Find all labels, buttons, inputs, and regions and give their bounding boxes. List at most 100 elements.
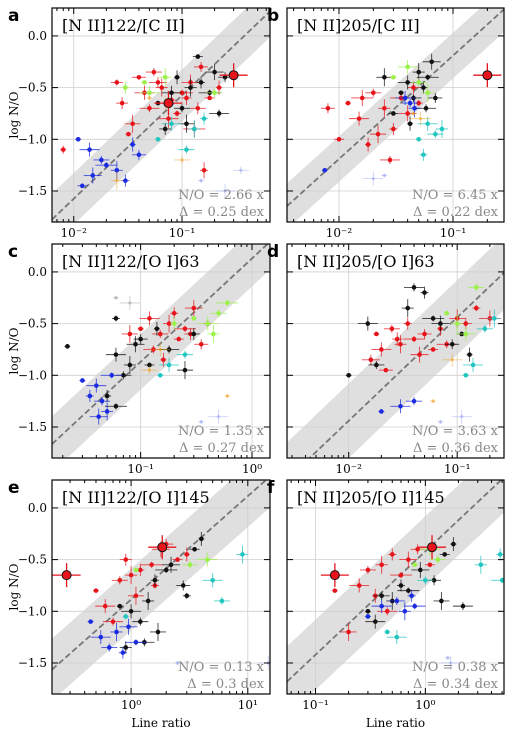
- data-point: [60, 147, 66, 152]
- data-point: [216, 415, 221, 419]
- data-point: [199, 420, 203, 424]
- data-point: [205, 321, 211, 326]
- data-point: [171, 321, 177, 326]
- data-point: [425, 90, 431, 96]
- data-points: [320, 535, 504, 670]
- data-point: [375, 131, 381, 137]
- data-point: [184, 147, 189, 152]
- data-point: [216, 111, 222, 116]
- data-point: [123, 178, 128, 183]
- data-point: [126, 624, 131, 630]
- y-tick-label: −0.5: [18, 553, 47, 567]
- data-point: [382, 173, 386, 178]
- data-point: [123, 645, 129, 650]
- data-point: [182, 367, 188, 373]
- panel-title: [N II]122/[O I]63: [62, 252, 200, 271]
- data-point: [430, 316, 436, 321]
- data-point: [152, 577, 158, 583]
- y-tick-label: −1.0: [18, 132, 47, 146]
- data-point: [114, 168, 120, 173]
- data-point: [412, 562, 418, 568]
- data-point: [402, 95, 408, 101]
- data-point: [374, 331, 379, 337]
- data-point: [128, 608, 134, 614]
- data-point: [407, 100, 413, 106]
- fit-line: [287, 480, 503, 683]
- data-point: [463, 321, 469, 326]
- data-point: [130, 121, 135, 127]
- fit-label: N/O = 0.38 x: [412, 660, 499, 675]
- axes-frame: [51, 243, 271, 459]
- data-point: [383, 367, 389, 373]
- data-point: [492, 316, 497, 321]
- delta-label: Δ = 0.25 dex: [179, 205, 265, 220]
- data-point: [356, 116, 362, 121]
- data-point: [155, 629, 161, 635]
- data-point: [431, 577, 437, 583]
- data-point: [356, 583, 362, 588]
- data-point: [113, 316, 119, 321]
- data-point: [149, 562, 154, 568]
- data-point: [379, 593, 384, 599]
- data-point: [162, 74, 168, 80]
- data-point: [384, 629, 390, 635]
- data-point: [158, 347, 162, 352]
- data-point: [371, 90, 376, 96]
- data-point: [449, 341, 455, 347]
- data-point: [142, 80, 147, 85]
- data-point: [467, 352, 472, 357]
- data-point: [113, 352, 119, 357]
- data-point: [431, 399, 435, 403]
- data-point: [240, 552, 245, 557]
- y-tick-label: −1.5: [18, 184, 47, 198]
- data-point: [463, 372, 469, 378]
- data-point: [398, 404, 403, 409]
- data-point: [365, 567, 371, 573]
- panel-title: [N II]122/[C II]: [62, 16, 185, 35]
- scatter-band: [52, 480, 270, 694]
- fit-label: N/O = 0.13 x: [178, 660, 265, 675]
- y-tick-label: −0.5: [18, 317, 47, 331]
- data-point: [474, 305, 479, 311]
- data-point: [114, 80, 120, 85]
- highlight-point: [329, 570, 340, 581]
- data-point: [409, 593, 414, 599]
- data-point: [119, 100, 125, 106]
- data-point: [216, 85, 222, 90]
- data-point: [368, 357, 374, 363]
- data-point: [425, 121, 431, 127]
- data-point: [120, 650, 126, 655]
- data-point: [454, 321, 460, 326]
- data-point: [365, 142, 371, 147]
- data-point: [136, 74, 142, 80]
- fit-line: [52, 480, 268, 671]
- data-point: [412, 105, 417, 111]
- data-point: [225, 300, 230, 306]
- data-point: [416, 100, 421, 106]
- data-point: [114, 296, 118, 300]
- data-point: [239, 168, 243, 172]
- data-point: [416, 80, 421, 85]
- panel-title: [N II]122/[O I]145: [62, 488, 210, 507]
- panel-letter: d: [267, 242, 279, 262]
- data-point: [346, 372, 351, 378]
- data-point: [191, 305, 197, 311]
- data-point: [198, 80, 204, 85]
- data-point: [184, 121, 189, 127]
- data-point: [460, 603, 466, 609]
- data-point: [110, 619, 116, 624]
- data-point: [411, 285, 417, 290]
- panel-letter: e: [8, 478, 20, 498]
- data-point: [157, 372, 163, 378]
- data-point: [216, 310, 221, 316]
- y-axis-label: log N/O: [7, 563, 21, 610]
- data-point: [482, 326, 488, 332]
- x-tick-label: 10⁰: [415, 698, 435, 712]
- data-points: [60, 54, 249, 198]
- highlight-point: [163, 98, 174, 109]
- data-point: [161, 357, 166, 363]
- x-axis-label: Line ratio: [366, 716, 425, 730]
- data-point: [446, 656, 450, 660]
- data-point: [421, 85, 426, 90]
